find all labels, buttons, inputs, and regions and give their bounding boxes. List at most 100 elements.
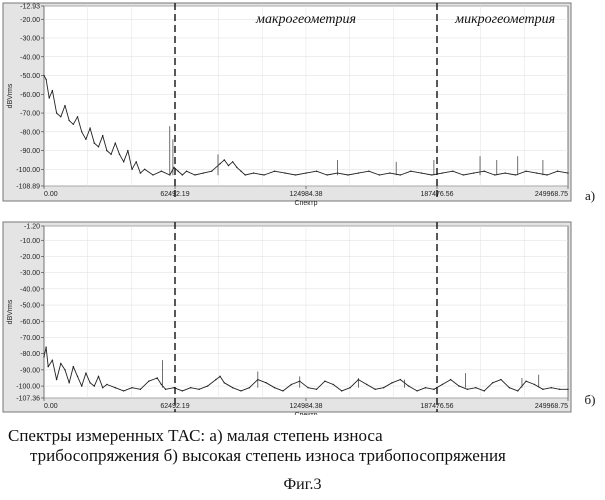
y-tick-label: -100.00 xyxy=(16,167,40,174)
spectrum-point xyxy=(307,387,308,388)
spectrum-point xyxy=(131,169,132,170)
spectrum-point xyxy=(316,389,317,390)
spectrum-point xyxy=(463,174,464,175)
y-tick-label: -108.89 xyxy=(16,184,40,191)
spectrum-point xyxy=(77,116,78,117)
spectrum-point xyxy=(219,376,220,377)
y-tick-label: -70.00 xyxy=(20,335,40,342)
spectrum-point xyxy=(358,172,359,173)
spectrum-point xyxy=(106,150,107,151)
spectrum-point xyxy=(475,387,476,388)
spectrum-point xyxy=(379,174,380,175)
spectrum-point xyxy=(232,387,233,388)
spectrum-point xyxy=(123,161,124,162)
spectrum-point xyxy=(136,161,137,162)
spectrum-point xyxy=(431,174,432,175)
spectrum-point xyxy=(127,150,128,151)
spectrum-point xyxy=(534,384,535,385)
spectrum-point xyxy=(484,171,485,172)
spectrum-point xyxy=(89,127,90,128)
spectrum-point xyxy=(458,385,459,386)
spectrum-point xyxy=(156,377,157,378)
spectrum-point xyxy=(47,366,48,367)
spectrum-point xyxy=(98,376,99,377)
spectrum-point xyxy=(442,172,443,173)
spectrum-point xyxy=(144,169,145,170)
figure-caption: Спектры измеренных ТАС: а) малая степень… xyxy=(0,426,605,466)
spectrum-point xyxy=(266,382,267,383)
spectrum-point xyxy=(123,390,124,391)
spectrum-point xyxy=(442,384,443,385)
spectrum-point xyxy=(49,97,50,98)
spectrum-point xyxy=(81,385,82,386)
y-tick-label: -40.00 xyxy=(20,54,40,61)
spectrum-point xyxy=(232,161,233,162)
spectrum-point xyxy=(517,390,518,391)
y-tick-label: -90.00 xyxy=(20,148,40,155)
spectrum-point xyxy=(525,381,526,382)
spectrum-point xyxy=(333,384,334,385)
spectrum-point xyxy=(245,174,246,175)
y-tick-label: -107.36 xyxy=(16,396,40,403)
y-tick-label: -12.93 xyxy=(20,4,40,11)
spectrum-point xyxy=(198,389,199,390)
spectrum-point xyxy=(282,390,283,391)
spectrum-point xyxy=(368,171,369,172)
spectrum-point xyxy=(408,385,409,386)
spectrum-point xyxy=(173,167,174,168)
spectrum-point xyxy=(131,387,132,388)
spectrum-point xyxy=(450,379,451,380)
spectrum-point xyxy=(45,346,46,347)
spectrum-point xyxy=(182,174,183,175)
spectrum-point xyxy=(94,142,95,143)
spectrum-point xyxy=(89,382,90,383)
spectrum-point xyxy=(52,90,53,91)
spectrum-point xyxy=(326,174,327,175)
spectrum-point xyxy=(542,389,543,390)
y-tick-label: -100.00 xyxy=(16,384,40,391)
spectrum-point xyxy=(341,390,342,391)
spectrum-point xyxy=(106,384,107,385)
caption-line-2: трибосопряжения б) высокая степень износ… xyxy=(0,446,605,466)
spectrum-point xyxy=(400,174,401,175)
spectrum-point xyxy=(467,389,468,390)
spectrum-point xyxy=(81,131,82,132)
figure-charts: -12.93-20.00-30.00-40.00-50.00-60.00-70.… xyxy=(0,0,605,415)
spectrum-point xyxy=(452,171,453,172)
spectrum-point xyxy=(375,389,376,390)
spectrum-point xyxy=(85,139,86,140)
spectrum-point xyxy=(115,387,116,388)
x-tick-label: 124984.38 xyxy=(289,403,322,410)
spectrum-point xyxy=(324,381,325,382)
spectrum-point xyxy=(567,389,568,390)
spectrum-point xyxy=(236,167,237,168)
spectrum-point xyxy=(119,154,120,155)
spectrum-point xyxy=(161,384,162,385)
spectrum-point xyxy=(416,390,417,391)
spectrum-point xyxy=(551,387,552,388)
spectrum-point xyxy=(366,384,367,385)
spectrum-point xyxy=(263,174,264,175)
y-tick-label: -50.00 xyxy=(20,303,40,310)
y-tick-label: -1.20 xyxy=(24,224,40,231)
spectrum-point xyxy=(110,154,111,155)
spectrum-point xyxy=(249,387,250,388)
spectrum-point xyxy=(73,366,74,367)
figure-number: Фиг.3 xyxy=(0,476,605,494)
spectrum-point xyxy=(60,363,61,364)
spectrum-point xyxy=(546,174,547,175)
spectrum-point xyxy=(433,389,434,390)
x-axis-label: Спектр xyxy=(295,412,318,415)
spectrum-point xyxy=(85,372,86,373)
spectrum-point xyxy=(186,171,187,172)
spectrum-point xyxy=(177,171,178,172)
spectrum-point xyxy=(68,382,69,383)
spectrum-point xyxy=(102,135,103,136)
spectrum-point xyxy=(207,385,208,386)
spectrum-point xyxy=(494,174,495,175)
spectrum-point xyxy=(182,390,183,391)
spectrum-point xyxy=(500,379,501,380)
panel-label: б) xyxy=(585,392,596,407)
chart-panel-1: -12.93-20.00-30.00-40.00-50.00-60.00-70.… xyxy=(3,3,595,207)
spectrum-point xyxy=(389,172,390,173)
